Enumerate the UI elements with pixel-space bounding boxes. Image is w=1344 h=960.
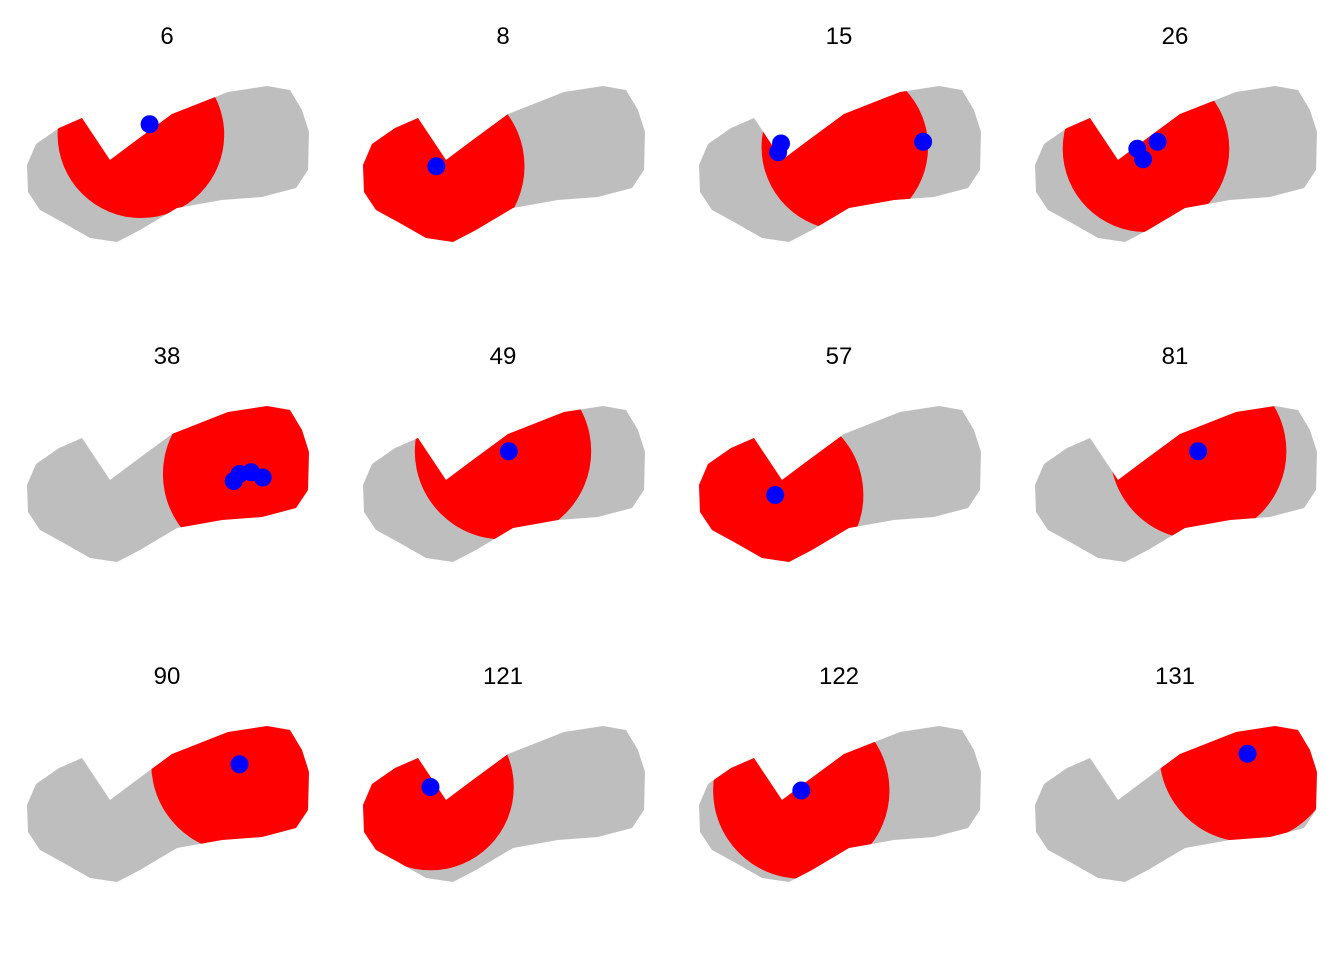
data-point: [230, 755, 249, 774]
data-point: [421, 778, 440, 796]
panel-title: 90: [154, 663, 181, 690]
data-point: [766, 486, 785, 504]
data-point: [1189, 442, 1208, 461]
panel-6: 6: [27, 23, 309, 242]
data-point: [792, 781, 811, 800]
data-point: [769, 143, 788, 162]
panel-122: 122: [699, 663, 981, 882]
data-point: [914, 132, 933, 151]
panel-title: 26: [1162, 23, 1189, 50]
data-point: [253, 468, 272, 487]
panel-38: 38: [27, 343, 309, 562]
panel-title: 131: [1155, 663, 1195, 690]
selected-neighbourhood: [57, 86, 225, 219]
panel-49: 49: [363, 343, 645, 562]
data-point: [499, 442, 518, 461]
panel-15: 15: [699, 23, 981, 242]
panel-26: 26: [1035, 23, 1317, 242]
data-point: [1148, 132, 1167, 151]
data-point: [1238, 744, 1257, 763]
panel-title: 121: [483, 663, 523, 690]
panel-title: 57: [826, 343, 853, 370]
panel-121: 121: [363, 663, 645, 882]
panel-title: 8: [496, 23, 509, 50]
panel-90: 90: [27, 663, 309, 882]
panel-81: 81: [1035, 343, 1317, 562]
panel-8: 8: [363, 23, 645, 242]
panel-title: 15: [826, 23, 853, 50]
data-point: [140, 115, 159, 134]
panel-131: 131: [1035, 663, 1317, 882]
panel-title: 38: [154, 343, 181, 370]
panel-title: 49: [490, 343, 517, 370]
data-point: [427, 157, 446, 176]
data-point: [1134, 150, 1153, 169]
panel-title: 122: [819, 663, 859, 690]
panel-title: 6: [160, 23, 173, 50]
panels-grid: 6 8 15 26 38 49 57 81 90 121 122 131: [27, 23, 1317, 882]
panel-57: 57: [699, 343, 981, 562]
panel-title: 81: [1162, 343, 1189, 370]
